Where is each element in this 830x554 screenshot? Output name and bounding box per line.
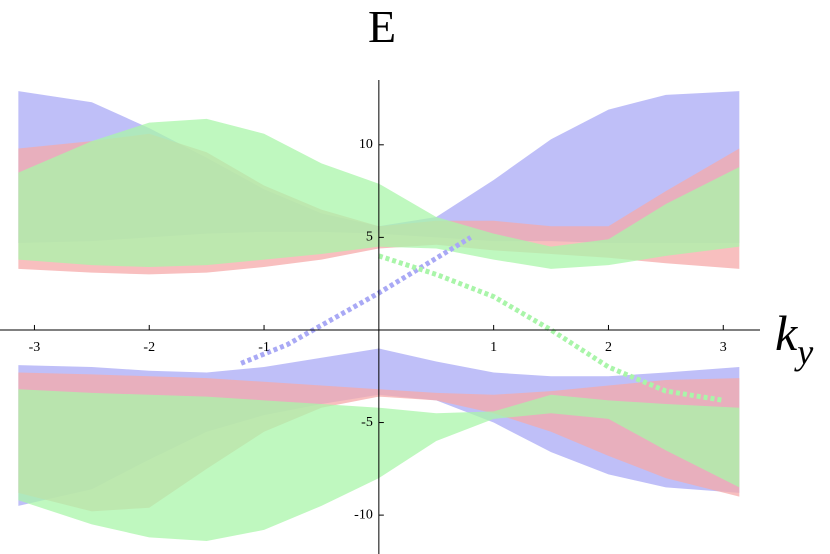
y-tick-label: -10	[354, 507, 373, 522]
x-label-base: k	[775, 305, 798, 361]
y-tick-label: 5	[366, 230, 373, 245]
x-tick-label: -1	[258, 340, 270, 355]
x-label-subscript: y	[794, 332, 813, 372]
x-axis-label: ky	[775, 305, 813, 372]
x-tick-label: 1	[490, 340, 497, 355]
x-tick-label: 3	[720, 340, 727, 355]
edge-state-line	[378, 253, 724, 403]
chart-title: E	[368, 1, 396, 52]
x-tick-label: 2	[605, 340, 612, 355]
x-tick-label: -3	[29, 340, 41, 355]
edge-state-line	[240, 235, 472, 366]
y-tick-label: -5	[361, 415, 373, 430]
y-tick-label: 10	[359, 137, 373, 152]
x-tick-label: -2	[143, 340, 155, 355]
